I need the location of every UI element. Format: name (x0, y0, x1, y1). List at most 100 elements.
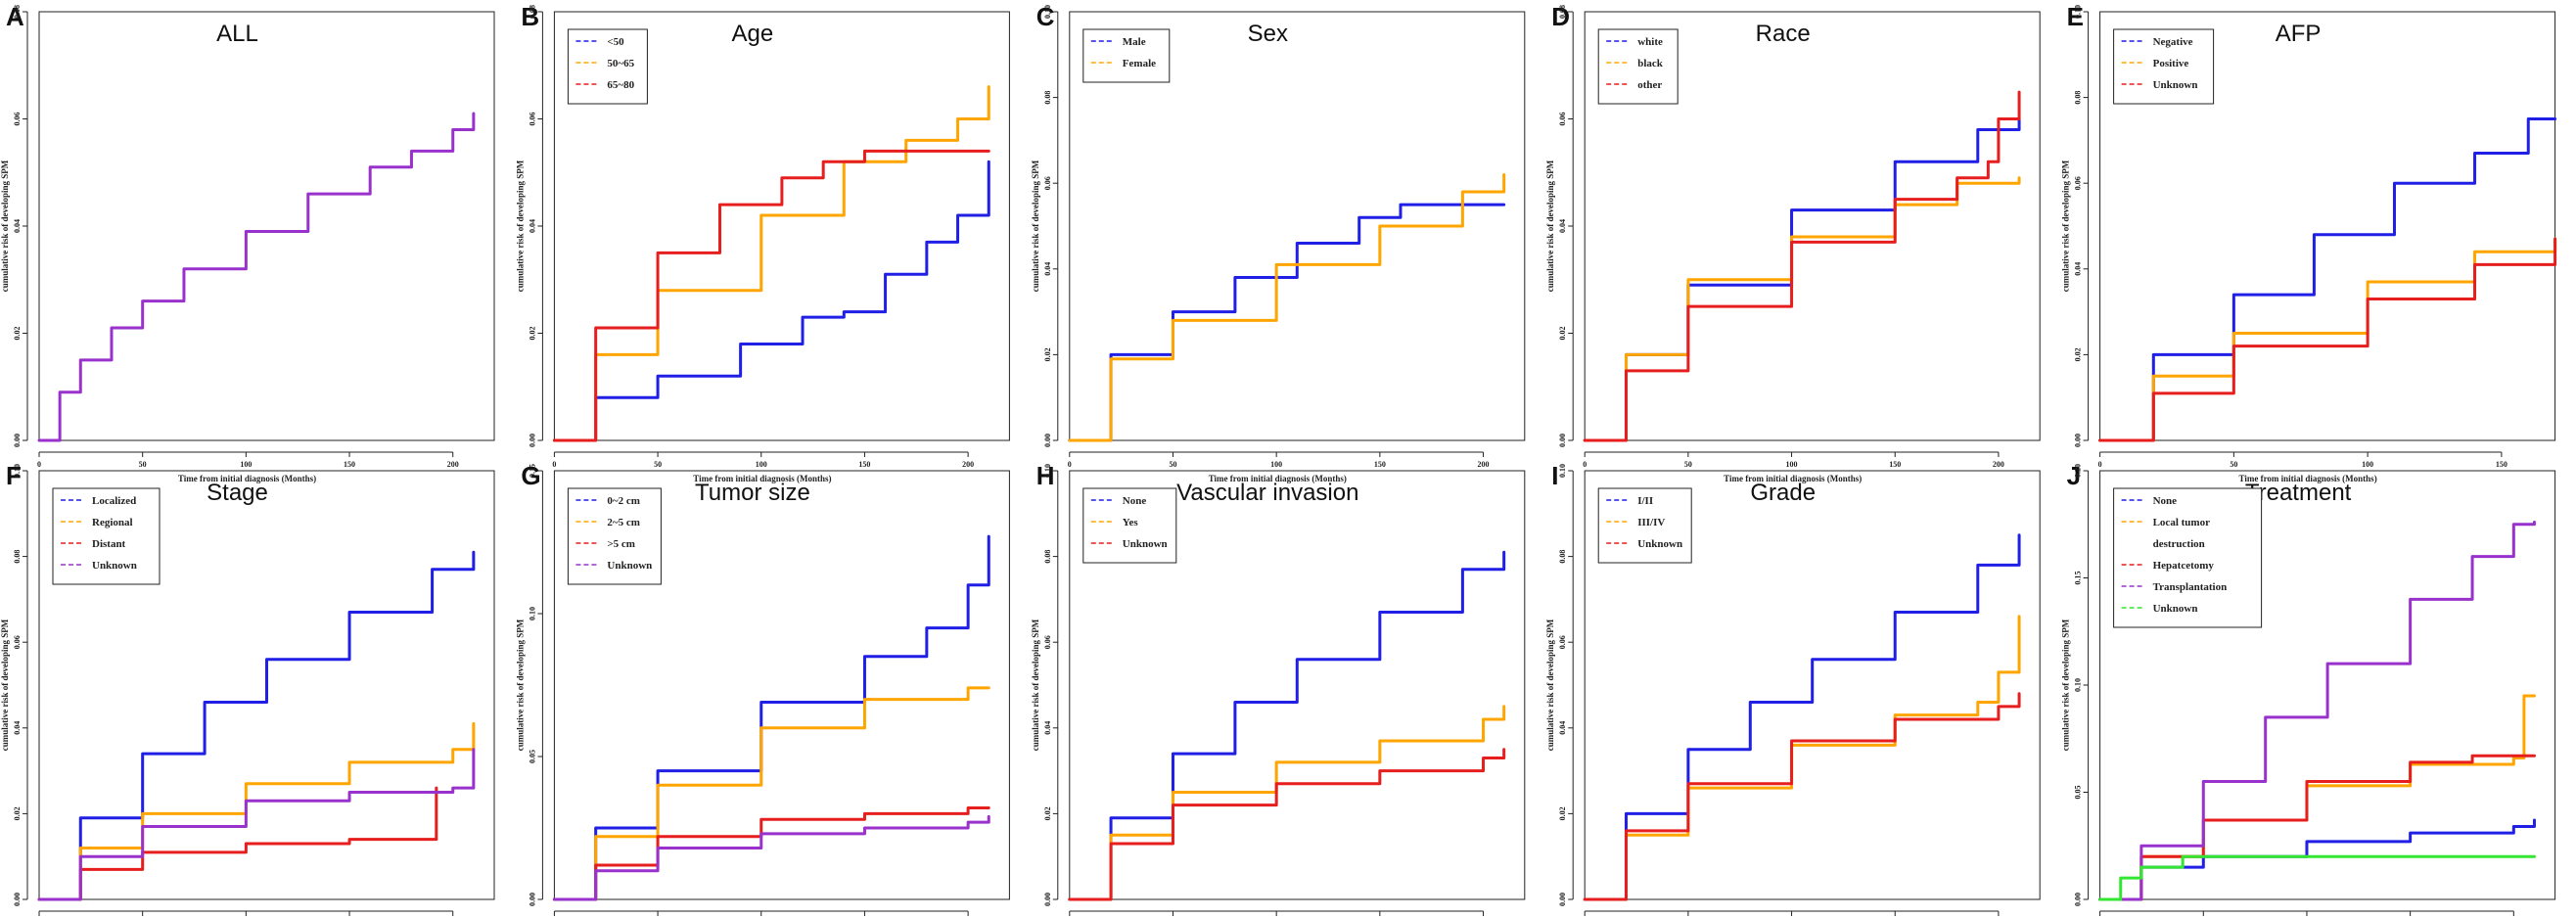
series-line-unknown (1583, 692, 2021, 901)
y-tick-label: 0.06 (1043, 176, 1052, 190)
panel-f: F Stage 0 50 100 150 200 0.00 0.02 0.04 0.06 0.08 0.… (0, 461, 495, 916)
legend-label: <50 (607, 36, 624, 48)
panel-title: Grade (1750, 480, 1816, 506)
series-line-other (1583, 90, 2021, 442)
plot-frame (553, 470, 1010, 900)
legend-box (2113, 28, 2215, 105)
y-tick-label: 0.05 (528, 750, 536, 763)
panel-letter: A (6, 2, 24, 31)
plot-frame (1584, 470, 2041, 900)
legend-label: 2~5 cm (607, 517, 640, 528)
series-line-65-80 (552, 149, 990, 442)
series-line-male (1068, 203, 1506, 442)
x-axis-label: Time from initial diagnosis (Months) (693, 474, 831, 483)
y-axis-label: cumulative risk of developing SPM (1545, 619, 1555, 751)
panel-letter: F (6, 461, 22, 490)
legend-label: Unknown (607, 560, 652, 572)
y-tick-label: 0.10 (1043, 464, 1052, 478)
y-tick-label: 0.00 (2074, 434, 2083, 447)
series-line-50-65 (552, 85, 990, 442)
y-tick-label: 0.04 (13, 721, 22, 735)
x-axis-label: Time from initial diagnosis (Months) (1209, 474, 1347, 483)
panel-letter: J (2067, 461, 2081, 490)
y-tick-label: 0.08 (1043, 91, 1052, 105)
legend-label: white (1637, 36, 1663, 48)
series-line-unknown (552, 814, 990, 901)
y-tick-label: 0.06 (13, 635, 22, 649)
y-axis-label: cumulative risk of developing SPM (515, 619, 525, 751)
x-tick-label: 150 (1374, 460, 1386, 469)
y-axis-label: cumulative risk of developing SPM (1031, 160, 1040, 292)
plot-frame (38, 11, 495, 441)
y-tick-label: 0.02 (528, 327, 536, 341)
panel-d: D Race 0 50 100 150 200 0.00 0.02 0.04 0.06 0.08 Tim… (1545, 2, 2041, 483)
y-tick-label: 0.02 (1043, 347, 1052, 361)
y-tick-label: 0.00 (13, 434, 22, 447)
x-tick-label: 100 (756, 460, 767, 469)
y-tick-label: 0.00 (1558, 434, 1567, 447)
series-line-regional (37, 721, 476, 901)
y-axis-label: cumulative risk of developing SPM (515, 160, 525, 292)
y-tick-label: 0.10 (528, 607, 536, 620)
y-tick-label: 0.08 (2074, 91, 2083, 105)
y-axis-label: cumulative risk of developing SPM (2061, 160, 2071, 292)
x-tick-label: 150 (344, 460, 355, 469)
legend-box (567, 487, 662, 585)
y-axis-label: cumulative risk of developing SPM (0, 619, 10, 751)
legend-label: 50~65 (607, 58, 634, 69)
legend-label: Local tumor (2153, 517, 2210, 528)
panel-title: Sex (1248, 21, 1288, 47)
x-tick-label: 50 (2230, 460, 2237, 469)
x-axis-label: Time from initial diagnosis (Months) (2239, 474, 2377, 483)
x-tick-label: 100 (2362, 460, 2373, 469)
panel-letter: G (521, 461, 540, 490)
series-line-none (1068, 550, 1506, 901)
legend-label: black (1637, 58, 1664, 69)
x-tick-label: 150 (2496, 460, 2507, 469)
plot-frame (1069, 470, 1526, 900)
y-tick-label: 0.08 (1558, 550, 1567, 564)
series-line-unknown (2098, 854, 2536, 901)
x-tick-label: 200 (447, 460, 459, 469)
series-line-all (37, 112, 476, 442)
panel-e: E AFP 0 50 100 150 0.00 0.02 0.04 0.06 0.08 0.10 Tim… (2061, 2, 2557, 483)
plot-frame (2099, 470, 2556, 900)
y-tick-label: 0.00 (1558, 893, 1567, 906)
legend-box (1597, 487, 1692, 564)
x-tick-label: 100 (1270, 460, 1282, 469)
y-tick-label: 0.05 (2074, 786, 2083, 800)
x-tick-label: 150 (1889, 460, 1901, 469)
series-line-50 (552, 160, 990, 442)
y-tick-label: 0.00 (1043, 893, 1052, 906)
y-tick-label: 0.04 (1558, 721, 1567, 735)
y-tick-label: 0.00 (528, 434, 536, 447)
panel-title: AFP (2276, 21, 2322, 47)
x-tick-label: 200 (1478, 460, 1490, 469)
panel-letter: C (1036, 2, 1055, 31)
y-tick-label: 0.06 (528, 113, 536, 126)
legend-label: 65~80 (607, 79, 634, 91)
legend-label: Unknown (2153, 79, 2198, 91)
x-axis-label: Time from initial diagnosis (Months) (178, 474, 316, 483)
y-tick-label: 0.10 (2074, 678, 2083, 692)
legend-label: Negative (2153, 36, 2193, 48)
y-tick-label: 0.04 (13, 219, 22, 233)
x-tick-label: 0 (552, 460, 556, 469)
legend-box (52, 487, 161, 585)
panel-letter: D (1551, 2, 1570, 31)
panel-letter: B (521, 2, 539, 31)
legend-label: other (1637, 79, 1662, 91)
series-line-unknown (37, 748, 476, 901)
y-tick-label: 0.00 (2074, 893, 2083, 906)
panel-title: ALL (216, 21, 258, 47)
panel-letter: I (1551, 461, 1558, 490)
legend-label: Positive (2153, 58, 2189, 69)
y-tick-label: 0.02 (1043, 806, 1052, 820)
y-tick-label: 0.06 (1558, 635, 1567, 649)
y-tick-label: 0.10 (13, 464, 22, 478)
series-line-unknown (1068, 748, 1506, 901)
x-tick-label: 0 (1583, 460, 1587, 469)
x-tick-label: 50 (139, 460, 147, 469)
